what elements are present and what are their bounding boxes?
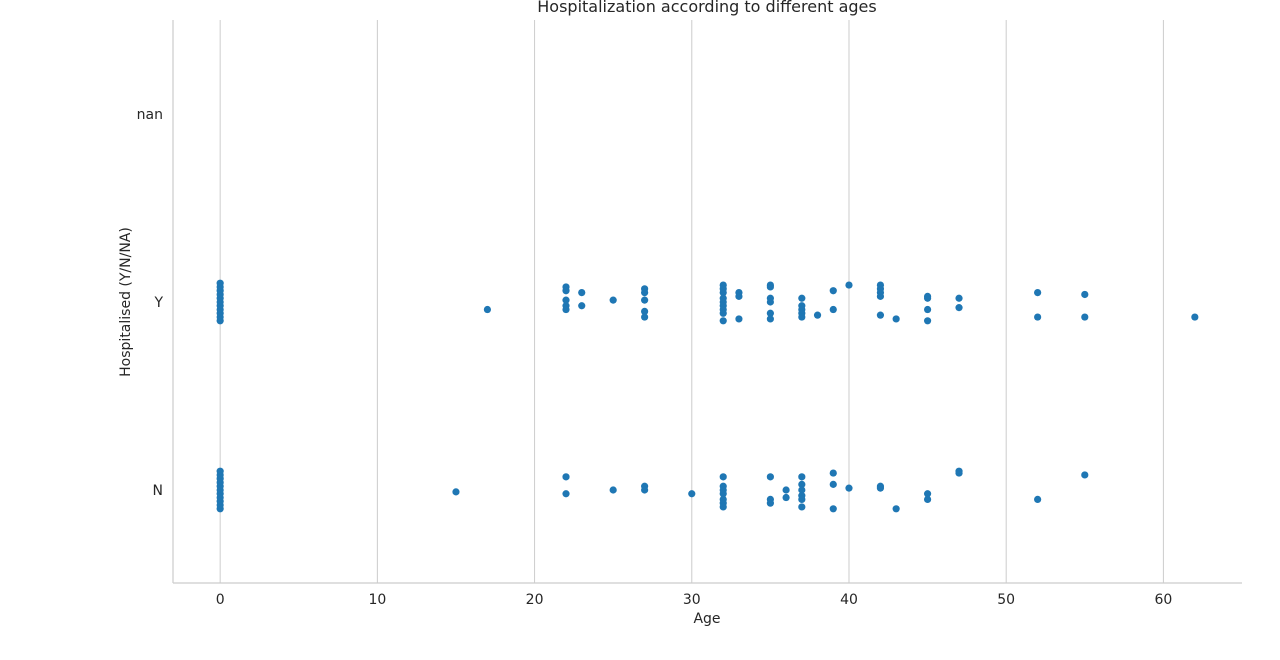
y-axis-label: Hospitalised (Y/N/NA) xyxy=(118,227,134,377)
data-point-n xyxy=(1081,471,1089,479)
data-point-y xyxy=(829,287,837,295)
data-point-y xyxy=(1081,313,1089,321)
x-tick-labels: 0 10 20 30 40 50 60 xyxy=(216,592,1173,608)
data-point-y xyxy=(483,305,492,314)
axes-spines xyxy=(172,20,1242,584)
data-point-y xyxy=(735,292,743,300)
x-tick-label: 20 xyxy=(526,592,544,608)
data-point-n xyxy=(845,484,853,492)
data-point-y xyxy=(609,296,617,304)
data-point-y xyxy=(735,315,743,323)
data-point-n xyxy=(641,486,649,494)
data-point-y xyxy=(766,315,774,323)
data-point-n xyxy=(892,505,900,513)
data-point-y xyxy=(876,311,885,319)
data-point-y xyxy=(641,307,649,315)
data-point-y xyxy=(923,294,932,302)
data-point-n xyxy=(798,486,806,494)
data-point-y xyxy=(216,279,224,287)
data-point-y xyxy=(829,305,837,314)
data-point-y xyxy=(1081,290,1089,299)
x-tick-label: 30 xyxy=(683,592,701,608)
data-point-y xyxy=(955,304,963,312)
x-axis-label: Age xyxy=(693,611,720,627)
data-point-y xyxy=(955,294,963,302)
data-point-y xyxy=(766,283,774,291)
data-point-n xyxy=(782,493,790,502)
y-tick-labels: nan Y N xyxy=(137,107,164,499)
data-point-y xyxy=(578,302,586,310)
data-point-n xyxy=(719,473,727,481)
x-tick-label: 40 xyxy=(840,592,858,608)
data-point-n xyxy=(719,490,727,498)
data-point-y xyxy=(641,296,649,304)
data-point-y xyxy=(766,309,774,317)
data-point-n xyxy=(452,488,460,496)
data-point-y xyxy=(562,305,570,314)
data-point-y xyxy=(845,281,853,289)
data-point-n xyxy=(829,505,837,513)
data-point-y xyxy=(719,309,727,317)
data-point-y xyxy=(578,289,586,297)
data-point-n xyxy=(766,473,774,481)
data-point-n xyxy=(798,480,806,488)
data-point-n xyxy=(829,469,837,477)
data-point-y xyxy=(562,287,570,295)
data-point-y xyxy=(1034,289,1042,297)
data-point-n xyxy=(923,490,932,498)
data-point-n xyxy=(876,484,885,492)
data-point-y xyxy=(562,296,570,304)
data-point-n xyxy=(1034,495,1042,503)
data-point-y xyxy=(923,305,932,314)
data-point-n xyxy=(688,490,696,498)
data-point-y xyxy=(813,311,822,319)
data-point-y xyxy=(641,289,649,297)
data-point-y xyxy=(719,289,727,297)
data-point-n xyxy=(719,503,727,511)
data-point-n xyxy=(955,469,963,477)
data-point-n xyxy=(782,486,790,494)
x-tick-label: 50 xyxy=(997,592,1015,608)
data-point-y xyxy=(1191,313,1199,321)
data-point-y xyxy=(719,317,727,325)
y-tick-label: nan xyxy=(137,107,163,123)
data-point-y xyxy=(798,294,806,302)
chart-title: Hospitalization according to different a… xyxy=(537,0,876,16)
data-point-n xyxy=(798,495,806,503)
y-tick-label: N xyxy=(153,483,163,499)
x-tick-label: 0 xyxy=(216,592,225,608)
data-point-y xyxy=(892,315,900,323)
data-point-n xyxy=(562,490,570,498)
data-point-n xyxy=(923,495,932,503)
data-point-y xyxy=(766,298,774,306)
data-point-y xyxy=(641,313,649,321)
data-point-y xyxy=(923,317,932,325)
x-tick-label: 10 xyxy=(368,592,386,608)
data-point-n xyxy=(609,486,617,494)
data-point-n xyxy=(798,473,806,481)
data-point-n xyxy=(216,467,224,475)
data-point-y xyxy=(798,313,806,321)
data-point-y xyxy=(876,292,885,300)
data-point-n xyxy=(766,499,774,507)
data-points xyxy=(216,279,1199,513)
gridlines xyxy=(219,20,1164,583)
data-point-n xyxy=(829,480,837,488)
data-point-y xyxy=(1034,313,1042,321)
x-tick-label: 60 xyxy=(1154,592,1172,608)
data-point-n xyxy=(562,473,570,481)
data-point-n xyxy=(798,503,806,511)
y-tick-label: Y xyxy=(153,295,163,311)
